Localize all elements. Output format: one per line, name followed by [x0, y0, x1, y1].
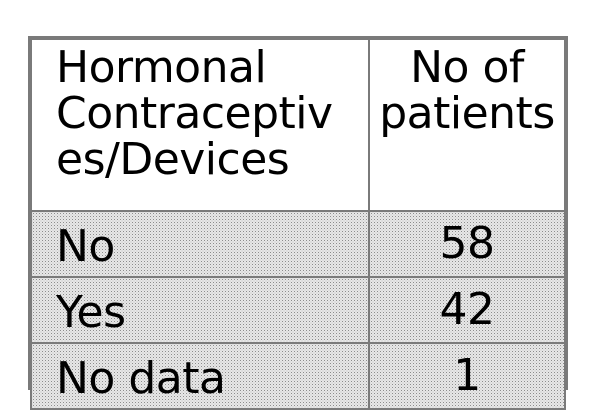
table-row: No data 1: [30, 342, 566, 410]
data-table: Hormonal Contraceptiv es/Devices No of p…: [30, 38, 566, 410]
row-value: 42: [368, 276, 566, 344]
row-label: No: [30, 210, 370, 278]
table-header-row: Hormonal Contraceptiv es/Devices No of p…: [30, 38, 566, 212]
row-value: 1: [368, 342, 566, 410]
row-label: No data: [30, 342, 370, 410]
row-label: Yes: [30, 276, 370, 344]
header-cell-contraceptives: Hormonal Contraceptiv es/Devices: [30, 38, 370, 212]
header-line: patients: [379, 88, 555, 139]
data-table-container: Hormonal Contraceptiv es/Devices No of p…: [28, 36, 568, 410]
header-line: No of: [410, 42, 524, 93]
table-row: Yes 42: [30, 276, 566, 344]
header-line: Contraceptiv: [56, 88, 333, 139]
header-cell-patients: No of patients: [368, 38, 566, 212]
header-line: es/Devices: [56, 134, 290, 185]
table-row: No 58: [30, 210, 566, 278]
row-value: 58: [368, 210, 566, 278]
header-line: Hormonal: [56, 42, 267, 93]
